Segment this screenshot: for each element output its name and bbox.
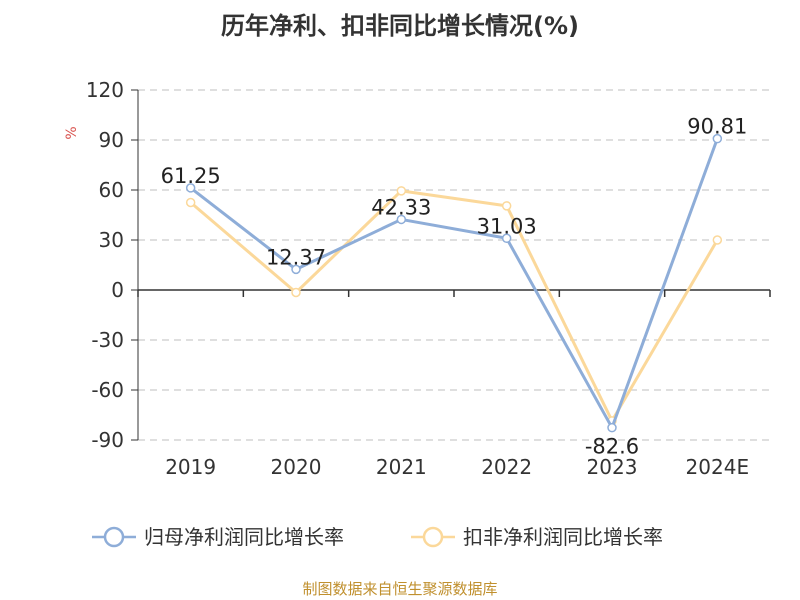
data-point bbox=[185, 197, 196, 208]
y-tick-label: -30 bbox=[91, 328, 124, 352]
y-tick-label: -90 bbox=[91, 428, 124, 452]
y-tick-label: 60 bbox=[99, 178, 124, 202]
x-tick-label: 2021 bbox=[376, 455, 427, 479]
data-point bbox=[396, 186, 407, 196]
x-tick-label: 2023 bbox=[587, 455, 638, 479]
legend-swatch-marker bbox=[103, 526, 125, 548]
data-point bbox=[291, 287, 301, 298]
legend[interactable]: 归母净利润同比增长率 扣非净利润同比增长率 bbox=[92, 525, 663, 549]
chart-title: 历年净利、扣非同比增长情况(%) bbox=[221, 12, 579, 40]
data-label: -82.6 bbox=[585, 435, 639, 459]
series-line bbox=[189, 189, 719, 423]
data-point bbox=[185, 183, 196, 193]
data-point bbox=[712, 235, 723, 245]
y-tick-label: 120 bbox=[86, 78, 124, 102]
data-point bbox=[607, 422, 617, 433]
data-label: 90.81 bbox=[687, 115, 747, 139]
data-labels: 61.25 12.37 42.33 31.03 -82.6 90.81 bbox=[161, 115, 748, 459]
data-label: 42.33 bbox=[371, 195, 431, 219]
x-tick-label: 2019 bbox=[165, 455, 216, 479]
y-tick-label: -60 bbox=[91, 378, 124, 402]
y-tick-label: 30 bbox=[99, 228, 124, 252]
data-point bbox=[396, 214, 407, 225]
data-label: 61.25 bbox=[161, 164, 221, 188]
legend-swatch-marker bbox=[422, 526, 444, 548]
source-note: 制图数据来自恒生聚源数据库 bbox=[302, 580, 497, 598]
data-point bbox=[291, 264, 301, 275]
x-tick-label: 2022 bbox=[481, 455, 532, 479]
legend-item[interactable]: 归母净利润同比增长率 bbox=[92, 525, 344, 549]
y-tick-label: 0 bbox=[111, 278, 124, 302]
data-point bbox=[712, 133, 723, 144]
legend-item[interactable]: 扣非净利润同比增长率 bbox=[411, 525, 663, 549]
series-line bbox=[189, 138, 719, 430]
series-lines bbox=[185, 133, 723, 433]
gridlines bbox=[138, 89, 770, 441]
data-point bbox=[501, 201, 512, 211]
data-label: 12.37 bbox=[266, 245, 326, 269]
x-tick-label: 2020 bbox=[271, 455, 322, 479]
y-unit-label: % bbox=[64, 126, 80, 139]
data-label: 31.03 bbox=[477, 214, 537, 238]
data-point bbox=[501, 233, 512, 244]
legend-label: 扣非净利润同比增长率 bbox=[463, 525, 663, 549]
x-tick-label: 2024E bbox=[686, 455, 750, 479]
y-tick-label: 90 bbox=[99, 128, 124, 152]
legend-label: 归母净利润同比增长率 bbox=[144, 525, 344, 549]
axes: 120 90 60 30 0 -30 -60 -90 2019 2020 2021 2022 2023 2… bbox=[86, 78, 771, 479]
